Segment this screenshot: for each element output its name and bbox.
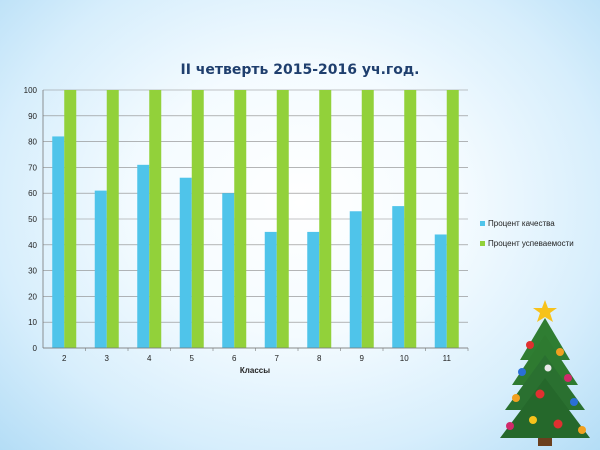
bar-progress-3 <box>106 90 119 348</box>
bars <box>52 90 459 348</box>
legend: Процент качества Процент успеваемости <box>480 219 574 248</box>
bar-quality-5 <box>179 177 192 348</box>
x-tick-label: 3 <box>105 354 110 363</box>
y-tick-label: 100 <box>24 86 38 95</box>
y-tick-label: 10 <box>28 318 37 327</box>
bar-progress-10 <box>404 90 417 348</box>
legend-swatch <box>480 241 485 246</box>
bar-quality-11 <box>434 234 447 348</box>
x-tick-label: 10 <box>400 354 409 363</box>
chart-title: II четверть 2015-2016 уч.год. <box>180 62 420 78</box>
bar-quality-3 <box>94 190 107 348</box>
x-tick-label: 5 <box>190 354 195 363</box>
y-tick-label: 0 <box>33 344 38 353</box>
x-tick-label: 6 <box>232 354 237 363</box>
bar-progress-8 <box>319 90 332 348</box>
y-tick-label: 60 <box>28 189 37 198</box>
x-tick-label: 7 <box>275 354 280 363</box>
bar-progress-6 <box>234 90 247 348</box>
bar-quality-4 <box>137 164 150 348</box>
bar-progress-11 <box>446 90 459 348</box>
legend-entry: Процент успеваемости <box>488 239 574 248</box>
y-tick-label: 70 <box>28 163 37 172</box>
bar-progress-4 <box>149 90 162 348</box>
x-tick-label: 2 <box>62 354 67 363</box>
bar-quality-6 <box>222 193 235 348</box>
y-tick-label: 30 <box>28 267 37 276</box>
x-tick-label: 11 <box>443 354 452 363</box>
bar-quality-10 <box>392 206 405 348</box>
bar-progress-5 <box>191 90 204 348</box>
x-tick-label: 8 <box>317 354 322 363</box>
x-tick-label: 4 <box>147 354 152 363</box>
bar-progress-7 <box>276 90 289 348</box>
x-axis-label: Классы <box>240 366 270 375</box>
bar-quality-9 <box>349 211 362 348</box>
y-tick-label: 20 <box>28 292 37 301</box>
y-tick-label: 40 <box>28 241 37 250</box>
y-tick-label: 50 <box>28 215 37 224</box>
bar-quality-7 <box>264 231 277 348</box>
bar-progress-9 <box>361 90 374 348</box>
christmas-tree-icon <box>500 300 590 446</box>
bar-progress-2 <box>64 90 77 348</box>
legend-entry: Процент качества <box>488 219 555 228</box>
legend-swatch <box>480 221 485 226</box>
y-tick-label: 90 <box>28 112 37 121</box>
x-tick-label: 9 <box>360 354 365 363</box>
bar-quality-2 <box>52 136 65 348</box>
bar-quality-8 <box>307 231 320 348</box>
x-tick-labels: 2 3 4 5 6 7 8 9 10 11 <box>62 348 469 363</box>
y-tick-label: 80 <box>28 138 37 147</box>
y-tick-labels: 0 10 20 30 40 50 60 70 80 90 100 <box>24 86 38 353</box>
